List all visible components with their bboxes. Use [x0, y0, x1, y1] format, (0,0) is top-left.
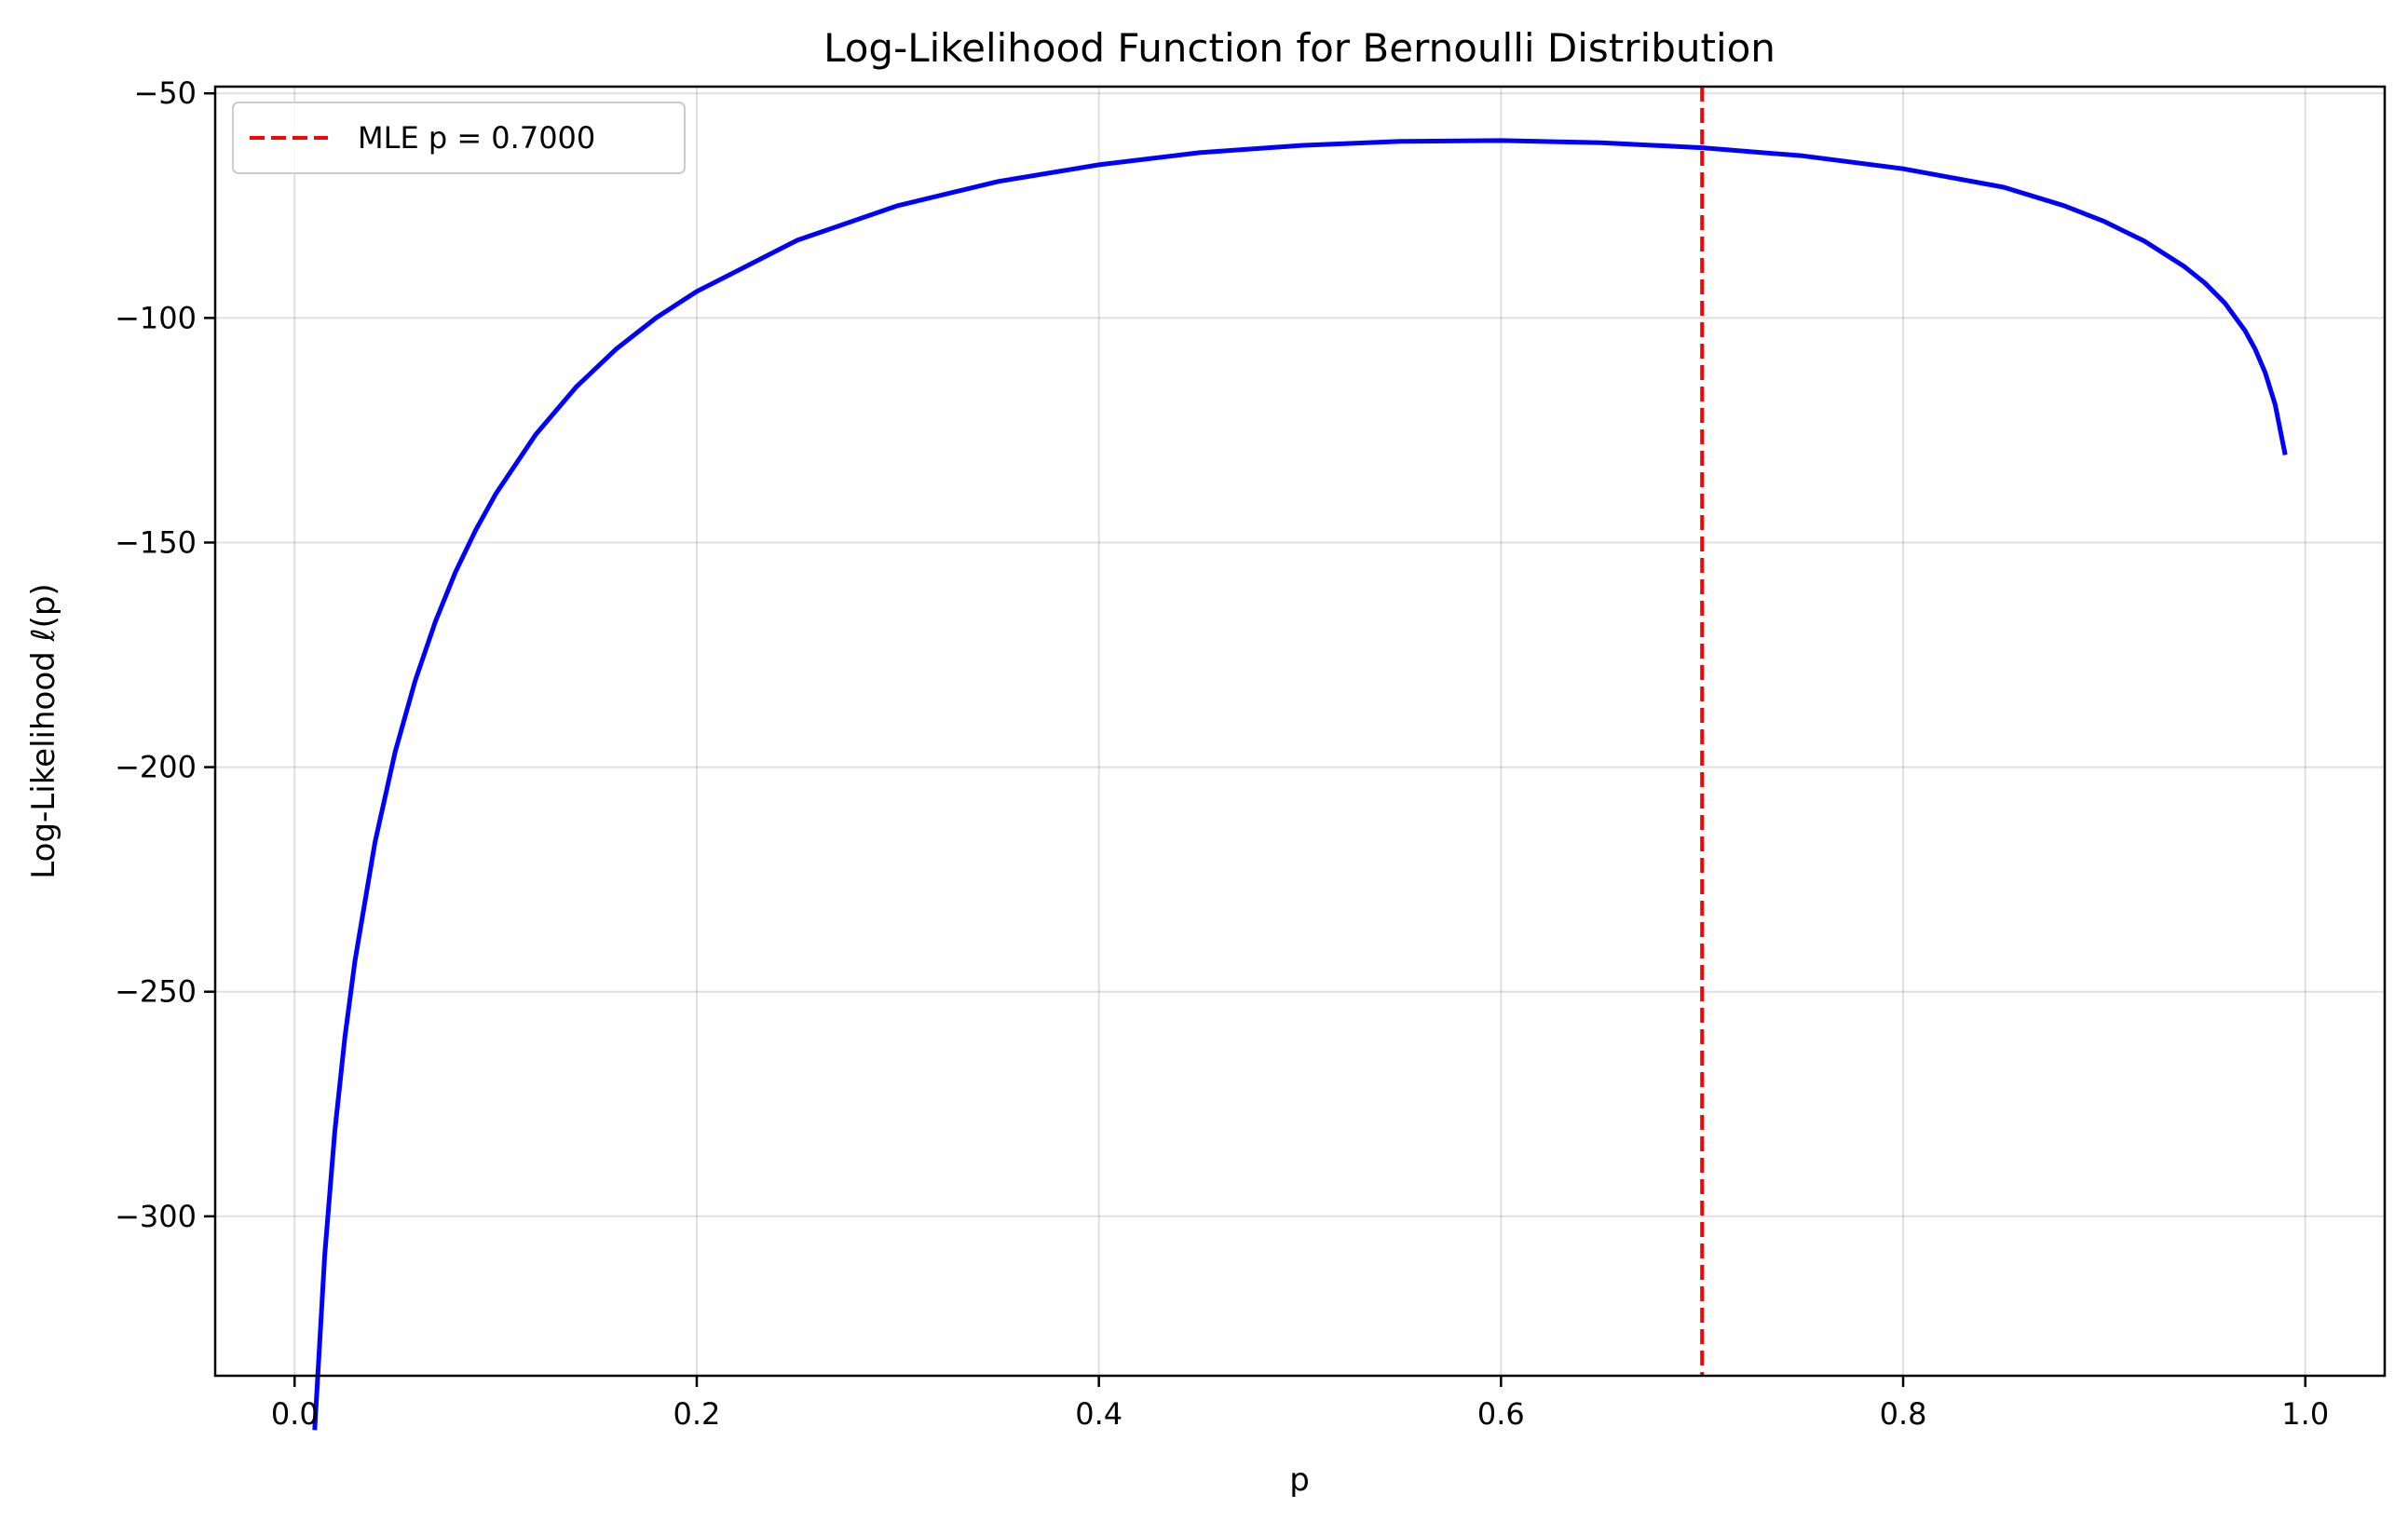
- legend-box: [232, 102, 686, 174]
- x-tick-label: 1.0: [2281, 1396, 2329, 1432]
- y-tick-label: −50: [133, 75, 197, 111]
- x-tick-label: 0.2: [673, 1396, 721, 1432]
- x-tick-label: 0.6: [1477, 1396, 1525, 1432]
- x-tick-label: 0.0: [271, 1396, 319, 1432]
- x-axis-title: p: [1289, 1461, 1310, 1499]
- plot-frame: [213, 85, 2387, 1378]
- x-tick-label: 0.4: [1075, 1396, 1122, 1432]
- y-axis-ticks: −50 −100 −150 −200 −250 −300: [115, 75, 215, 1234]
- grid-lines: [215, 87, 2385, 1376]
- chart-title: Log-Likelihood Function for Bernoulli Di…: [823, 25, 1775, 71]
- y-tick-label: −300: [115, 1199, 197, 1234]
- y-axis-title: Log-Likelihood ℓ(p): [25, 583, 62, 878]
- series-layer: [312, 87, 2288, 1431]
- y-tick-label: −250: [115, 974, 197, 1010]
- y-tick-label: −200: [115, 750, 197, 785]
- legend: MLE p = 0.7000: [232, 102, 686, 174]
- log-likelihood-curve: [312, 138, 2288, 1431]
- legend-label-mle: MLE p = 0.7000: [358, 120, 595, 156]
- x-axis-ticks: 0.0 0.2 0.4 0.6 0.8 1.0: [271, 1376, 2329, 1432]
- y-tick-label: −100: [115, 300, 197, 335]
- x-tick-label: 0.8: [1880, 1396, 1927, 1432]
- y-tick-label: −150: [115, 524, 197, 560]
